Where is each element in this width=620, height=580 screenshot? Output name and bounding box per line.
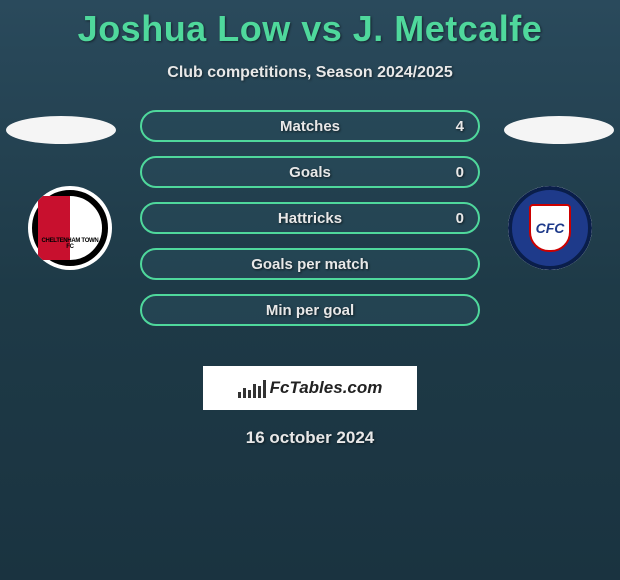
stat-value-right: 0 <box>456 164 464 181</box>
chesterfield-badge-icon: CFC <box>508 186 592 270</box>
logo-text: FcTables.com <box>270 378 383 398</box>
stat-row-matches: Matches 4 <box>140 110 480 142</box>
club1-name: CHELTENHAM TOWN FC <box>38 238 102 250</box>
player2-avatar-placeholder <box>504 116 614 144</box>
comparison-title: Joshua Low vs J. Metcalfe <box>0 0 620 50</box>
comparison-date: 16 october 2024 <box>0 428 620 448</box>
stat-value-right: 0 <box>456 210 464 227</box>
stat-label: Hattricks <box>278 210 342 227</box>
stat-row-min-per-goal: Min per goal <box>140 294 480 326</box>
subtitle: Club competitions, Season 2024/2025 <box>0 64 620 82</box>
player1-club-badge: CHELTENHAM TOWN FC <box>20 186 120 270</box>
cheltenham-badge-icon: CHELTENHAM TOWN FC <box>32 190 108 266</box>
stat-value-right: 4 <box>456 118 464 135</box>
player2-club-badge: CFC <box>500 186 600 270</box>
stat-label: Matches <box>280 118 340 135</box>
stat-label: Goals <box>289 164 331 181</box>
fctables-logo[interactable]: FcTables.com <box>203 366 417 410</box>
stat-label: Min per goal <box>266 302 354 319</box>
logo-chart-icon <box>238 378 266 398</box>
stats-table: Matches 4 Goals 0 Hattricks 0 Goals per … <box>140 110 480 340</box>
stat-row-hattricks: Hattricks 0 <box>140 202 480 234</box>
stat-row-goals-per-match: Goals per match <box>140 248 480 280</box>
comparison-content: CHELTENHAM TOWN FC CFC Matches 4 Goals 0… <box>0 110 620 370</box>
player1-avatar-placeholder <box>6 116 116 144</box>
stat-label: Goals per match <box>251 256 369 273</box>
stat-row-goals: Goals 0 <box>140 156 480 188</box>
club2-shield: CFC <box>529 204 571 252</box>
